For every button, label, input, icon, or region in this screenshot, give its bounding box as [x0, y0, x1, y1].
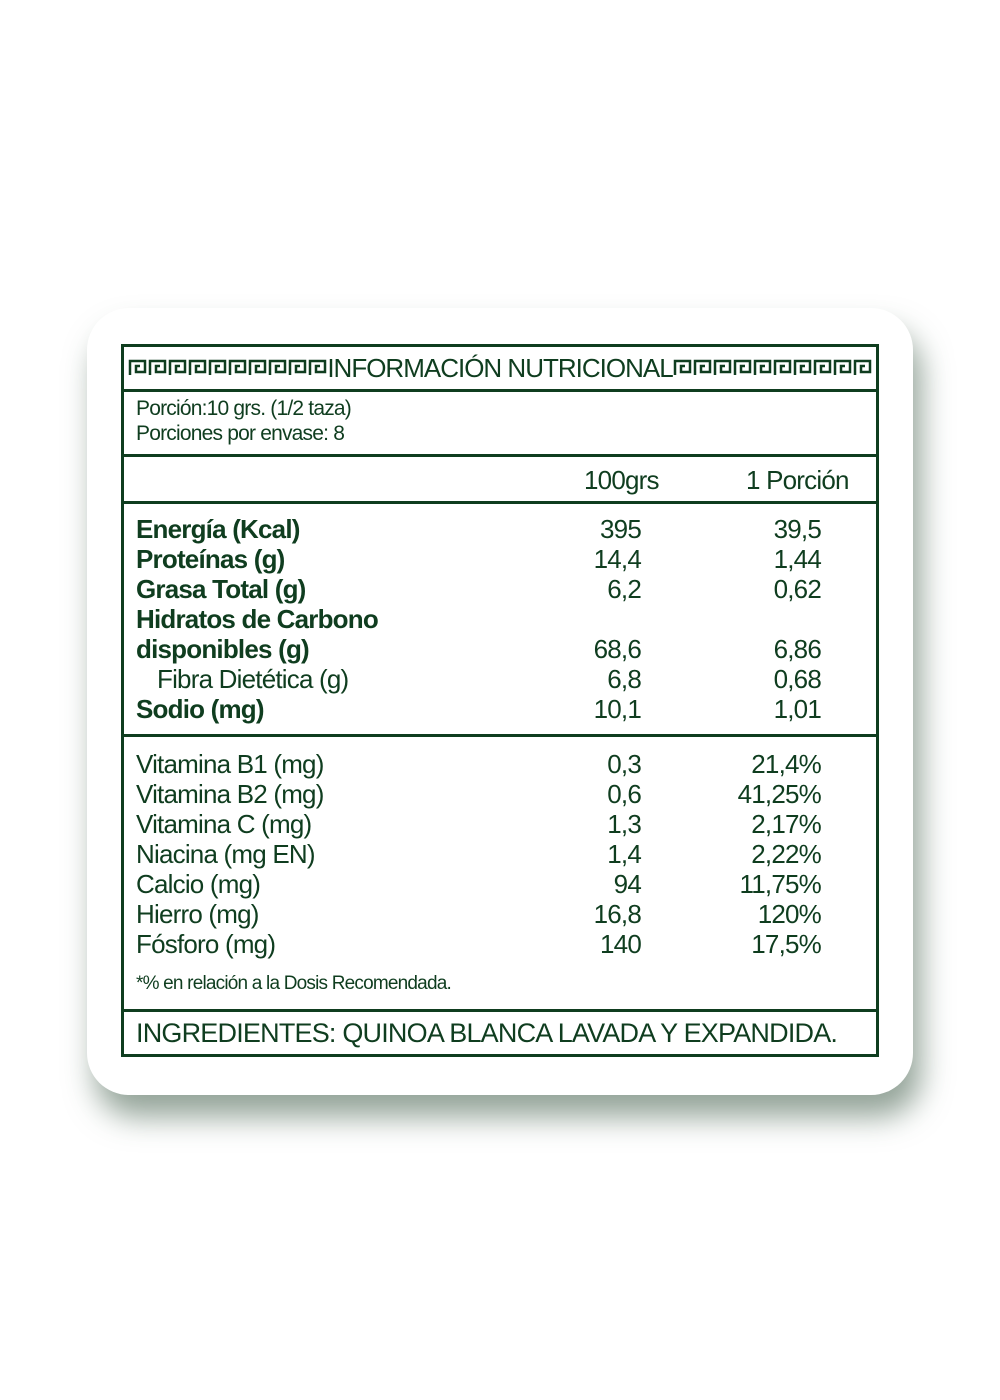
value-100g: 140: [600, 929, 642, 959]
nutrient-label: Hidratos de Carbono: [136, 604, 379, 634]
nutrient-label: Calcio (mg): [136, 869, 261, 899]
nutrient-label: Hierro (mg): [136, 899, 259, 929]
servings-per-pack: Porciones por envase: 8: [136, 422, 345, 445]
value-100g: 14,4: [593, 544, 642, 574]
nutrient-label: Vitamina B1 (mg): [136, 749, 324, 779]
label-card: [87, 308, 913, 1095]
footnote: *% en relación a la Dosis Recomendada.: [136, 973, 452, 994]
nutrient-label: Niacina (mg EN): [136, 839, 316, 869]
value-100g: 0,3: [607, 749, 642, 779]
nutrient-label: Grasa Total (g): [136, 574, 306, 604]
column-headers: 100grs 1 Porción: [124, 457, 876, 504]
nutrient-label: disponibles (g): [136, 634, 310, 664]
column-portion: 1 Porción: [746, 465, 849, 495]
value-portion: 41,25%: [737, 779, 822, 809]
nutrient-row: Vitamina B1 (mg) 0,3 21,4%: [124, 749, 876, 779]
serving-size: Porción:10 grs. (1/2 taza): [136, 397, 352, 420]
nutrient-row: Hidratos de Carbono: [124, 604, 876, 634]
serving-info: Porción:10 grs. (1/2 taza) Porciones por…: [124, 392, 876, 457]
column-100g: 100grs: [584, 465, 659, 495]
value-portion: 21,4%: [751, 749, 822, 779]
nutrient-row: Energía (Kcal) 395 39,5: [124, 514, 876, 544]
nutrient-row: Fibra Dietética (g) 6,8 0,68: [124, 664, 876, 694]
nutrient-row: disponibles (g) 68,6 6,86: [124, 634, 876, 664]
table-header: INFORMACIÓN NUTRICIONAL: [124, 347, 876, 392]
value-100g: 6,2: [607, 574, 642, 604]
nutrient-row: Sodio (mg) 10,1 1,01: [124, 694, 876, 724]
nutrient-label: Sodio (mg): [136, 694, 265, 724]
value-100g: 395: [600, 514, 642, 544]
nutrient-label: Fibra Dietética (g): [157, 664, 349, 694]
value-100g: 94: [613, 869, 642, 899]
value-portion: 0,68: [773, 664, 822, 694]
value-portion: 1,01: [773, 694, 822, 724]
value-portion: 1,44: [773, 544, 822, 574]
nutrient-row: Hierro (mg) 16,8 120%: [124, 899, 876, 929]
value-portion: 17,5%: [751, 929, 822, 959]
value-100g: 16,8: [593, 899, 642, 929]
value-100g: 1,4: [607, 839, 642, 869]
value-100g: 10,1: [593, 694, 642, 724]
nutrient-row: Vitamina B2 (mg) 0,6 41,25%: [124, 779, 876, 809]
value-portion: 2,17%: [751, 809, 822, 839]
nutrient-row: Fósforo (mg) 140 17,5%: [124, 929, 876, 959]
nutrient-row: Vitamina C (mg) 1,3 2,17%: [124, 809, 876, 839]
nutrient-row: Niacina (mg EN) 1,4 2,22%: [124, 839, 876, 869]
value-portion: 39,5: [773, 514, 822, 544]
nutrient-row: Calcio (mg) 94 11,75%: [124, 869, 876, 899]
value-portion: 120%: [757, 899, 822, 929]
value-100g: 0,6: [607, 779, 642, 809]
nutrient-label: Vitamina B2 (mg): [136, 779, 324, 809]
ingredients: INGREDIENTES: QUINOA BLANCA LAVADA Y EXP…: [124, 1012, 876, 1054]
value-100g: 6,8: [607, 664, 642, 694]
value-100g: 1,3: [607, 809, 642, 839]
ingredients-text: INGREDIENTES: QUINOA BLANCA LAVADA Y EXP…: [136, 1018, 838, 1048]
value-portion: 11,75%: [739, 869, 822, 899]
greek-key-ornament-left: [128, 358, 328, 378]
nutrition-table: INFORMACIÓN NUTRICIONAL Porción:10 grs. …: [121, 344, 879, 1057]
nutrient-label: Proteínas (g): [136, 544, 285, 574]
value-100g: 68,6: [593, 634, 642, 664]
title: INFORMACIÓN NUTRICIONAL: [327, 352, 673, 383]
nutrient-row: Proteínas (g) 14,4 1,44: [124, 544, 876, 574]
nutrient-label: Vitamina C (mg): [136, 809, 312, 839]
nutrient-row: Grasa Total (g) 6,2 0,62: [124, 574, 876, 604]
value-portion: 0,62: [773, 574, 822, 604]
nutrient-label: Fósforo (mg): [136, 929, 276, 959]
macros-section: Energía (Kcal) 395 39,5 Proteínas (g) 14,…: [124, 504, 876, 737]
greek-key-ornament-right: [672, 358, 872, 378]
vitamins-section: *% en relación a la Dosis Recomendada. V…: [124, 737, 876, 1012]
nutrient-label: Energía (Kcal): [136, 514, 300, 544]
value-portion: 6,86: [773, 634, 822, 664]
value-portion: 2,22%: [751, 839, 822, 869]
